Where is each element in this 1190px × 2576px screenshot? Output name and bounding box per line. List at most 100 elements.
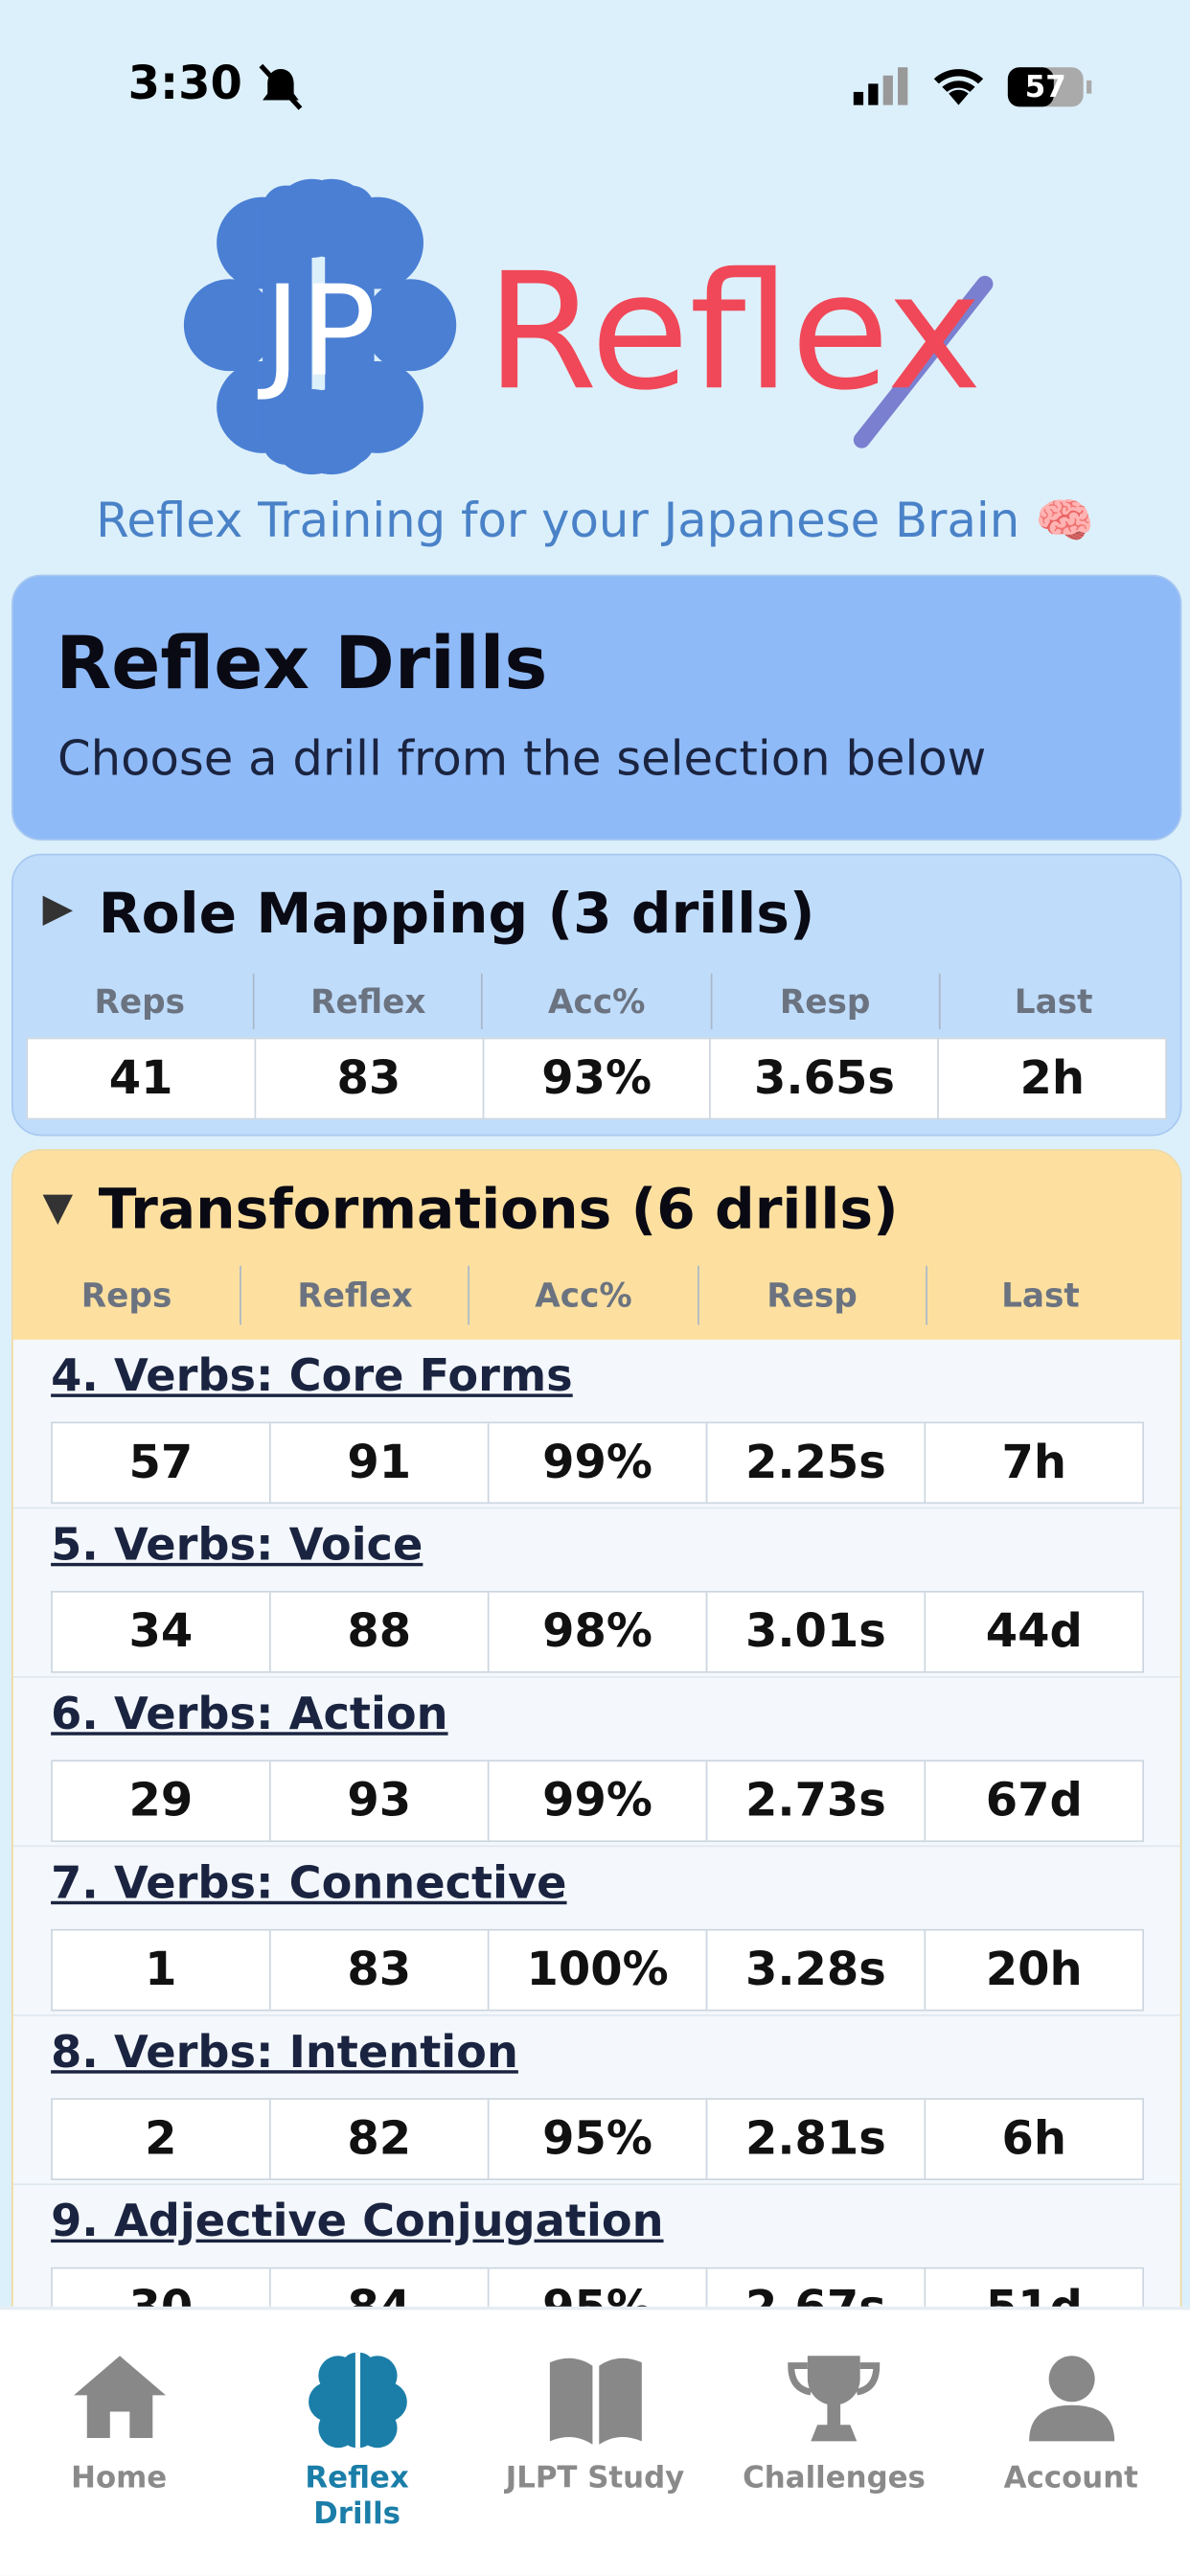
drill-stats[interactable]: 29 93 99% 2.73s 67d <box>51 1760 1145 1843</box>
column-headers: Reps Reflex Acc% Resp Last <box>13 1265 1155 1325</box>
drill-name[interactable]: 9. Adjective Conjugation <box>51 2196 664 2248</box>
tab-label: Reflex Drills <box>305 2460 409 2532</box>
section-transformations: ▼ Transformations (6 drills) Reps Reflex A… <box>11 1149 1182 2307</box>
status-time: 3:30 <box>127 56 242 110</box>
stat-value: 100% <box>490 1930 708 2010</box>
column-header: Reflex <box>255 973 484 1030</box>
header-card: Reflex Drills Choose a drill from the se… <box>11 574 1182 841</box>
tagline: Reflex Training for your Japanese Brain … <box>96 492 1094 549</box>
stat-value: 93% <box>484 1039 712 1118</box>
stat-value: 88 <box>271 1592 490 1671</box>
column-headers: Reps Reflex Acc% Resp Last <box>26 973 1167 1030</box>
stat-value: 1 <box>53 1930 271 2010</box>
stat-value: 34 <box>53 1592 271 1671</box>
stat-value: 30 <box>53 2268 271 2307</box>
stat-value: 6h <box>1001 2111 1067 2166</box>
column-header: Reflex <box>241 1265 470 1325</box>
stat-value: 84 <box>271 2268 490 2307</box>
divider <box>12 1506 1180 1509</box>
logo: JP Reflex <box>183 178 994 475</box>
tab-icon <box>308 2352 406 2449</box>
header-subtitle: Choose a drill from the selection below <box>57 730 987 787</box>
stat-value: 41 <box>28 1039 256 1118</box>
column-header: Reps <box>26 973 255 1030</box>
drill-stats[interactable]: 1 83 100% 3.28s 20h <box>51 1928 1145 2012</box>
column-header: Last <box>1014 981 1093 1022</box>
tab-label: JLPT Study <box>505 2460 685 2496</box>
tab-icon <box>73 2356 166 2438</box>
column-header: Resp <box>712 973 941 1030</box>
section-toggle[interactable]: ▼ <box>42 1184 74 1230</box>
tab-label: Home <box>71 2460 168 2496</box>
stat-value: 99% <box>490 1423 708 1503</box>
stat-value: 44d <box>985 1603 1083 1659</box>
drill-stats[interactable]: 57 91 99% 2.25s 7h <box>51 1421 1145 1505</box>
drill-name[interactable]: 7. Verbs: Connective <box>51 1858 567 1910</box>
column-header: Resp <box>698 1265 927 1325</box>
column-header: Last <box>1001 1276 1080 1316</box>
divider <box>12 1845 1180 1848</box>
stat-value: 82 <box>271 2100 490 2179</box>
logo-initials: JP <box>258 259 377 404</box>
tab-icon <box>549 2358 641 2445</box>
tab-item[interactable]: Account <box>952 2310 1190 2496</box>
tab-label: Challenges <box>743 2460 926 2496</box>
tab-item[interactable]: JLPT Study <box>476 2310 714 2496</box>
tab-label: Account <box>1003 2460 1138 2496</box>
column-header: Acc% <box>483 973 712 1030</box>
stat-value: 98% <box>490 1592 708 1671</box>
logo-name: Reflex <box>486 238 982 426</box>
stat-value: 2 <box>53 2100 271 2179</box>
stat-value: 7h <box>1001 1435 1067 1489</box>
drill-stats[interactable]: 2 82 95% 2.81s 6h <box>51 2098 1145 2180</box>
content: 3:30 57 JP Reflex Reflex Training for yo… <box>11 56 1182 2307</box>
tab-item[interactable]: Challenges <box>714 2310 951 2496</box>
stat-value: 2h <box>1019 1050 1086 1105</box>
stat-value: 83 <box>271 1930 490 2010</box>
section-toggle[interactable]: ▶ <box>42 885 74 932</box>
tab-bar: Home Reflex Drills JLPT Study Challenges Acc… <box>0 2306 1190 2576</box>
divider <box>12 2013 1180 2016</box>
section-title[interactable]: Transformations (6 drills) <box>98 1177 899 1243</box>
drill-name[interactable]: 6. Verbs: Action <box>51 1689 448 1740</box>
section-title[interactable]: Role Mapping (3 drills) <box>98 881 815 948</box>
stat-value: 3.28s <box>707 1930 927 2010</box>
divider <box>12 1676 1180 1678</box>
stat-value: 29 <box>53 1761 271 1841</box>
tab-icon <box>787 2356 880 2442</box>
drill-stats[interactable]: 34 88 98% 3.01s 44d <box>51 1590 1145 1673</box>
stat-value: 57 <box>53 1423 271 1503</box>
header-title: Reflex Drills <box>56 622 548 706</box>
status-icons: 57 <box>853 67 1092 107</box>
stat-value: 67d <box>985 1773 1083 1828</box>
stat-value: 2.73s <box>707 1761 927 1841</box>
drill-stats[interactable]: 308495%2.67s51d <box>51 2266 1145 2307</box>
section-stats: 41 83 93% 3.65s 2h <box>26 1037 1168 1120</box>
column-header: Acc% <box>470 1265 699 1325</box>
stat-value: 2.81s <box>707 2100 927 2179</box>
stat-value: 3.65s <box>711 1039 940 1118</box>
stat-value: 2.25s <box>707 1423 927 1503</box>
silent-icon <box>259 63 303 110</box>
stat-value: 95% <box>490 2268 708 2307</box>
drill-name[interactable]: 8. Verbs: Intention <box>51 2027 518 2079</box>
tab-item[interactable]: Reflex Drills <box>238 2310 475 2533</box>
stat-value: 83 <box>256 1039 484 1118</box>
drill-name[interactable]: 4. Verbs: Core Forms <box>51 1350 573 1402</box>
stat-value: 3.01s <box>707 1592 927 1671</box>
tab-item[interactable]: Home <box>0 2310 238 2496</box>
section-role-mapping[interactable]: ▶ Role Mapping (3 drills) Reps Reflex Acc%… <box>11 853 1182 1137</box>
tab-icon <box>1028 2356 1114 2442</box>
drill-name[interactable]: 5. Verbs: Voice <box>51 1520 423 1572</box>
stat-value: 95% <box>490 2100 708 2179</box>
stat-value: 99% <box>490 1761 708 1841</box>
stat-value: 51d <box>926 2269 1142 2306</box>
divider <box>12 2183 1180 2186</box>
stat-value: 20h <box>985 1942 1083 1997</box>
stat-value: 91 <box>271 1423 490 1503</box>
stat-value: 93 <box>271 1761 490 1841</box>
battery-level: 57 <box>1025 70 1066 104</box>
column-header: Reps <box>13 1265 242 1325</box>
